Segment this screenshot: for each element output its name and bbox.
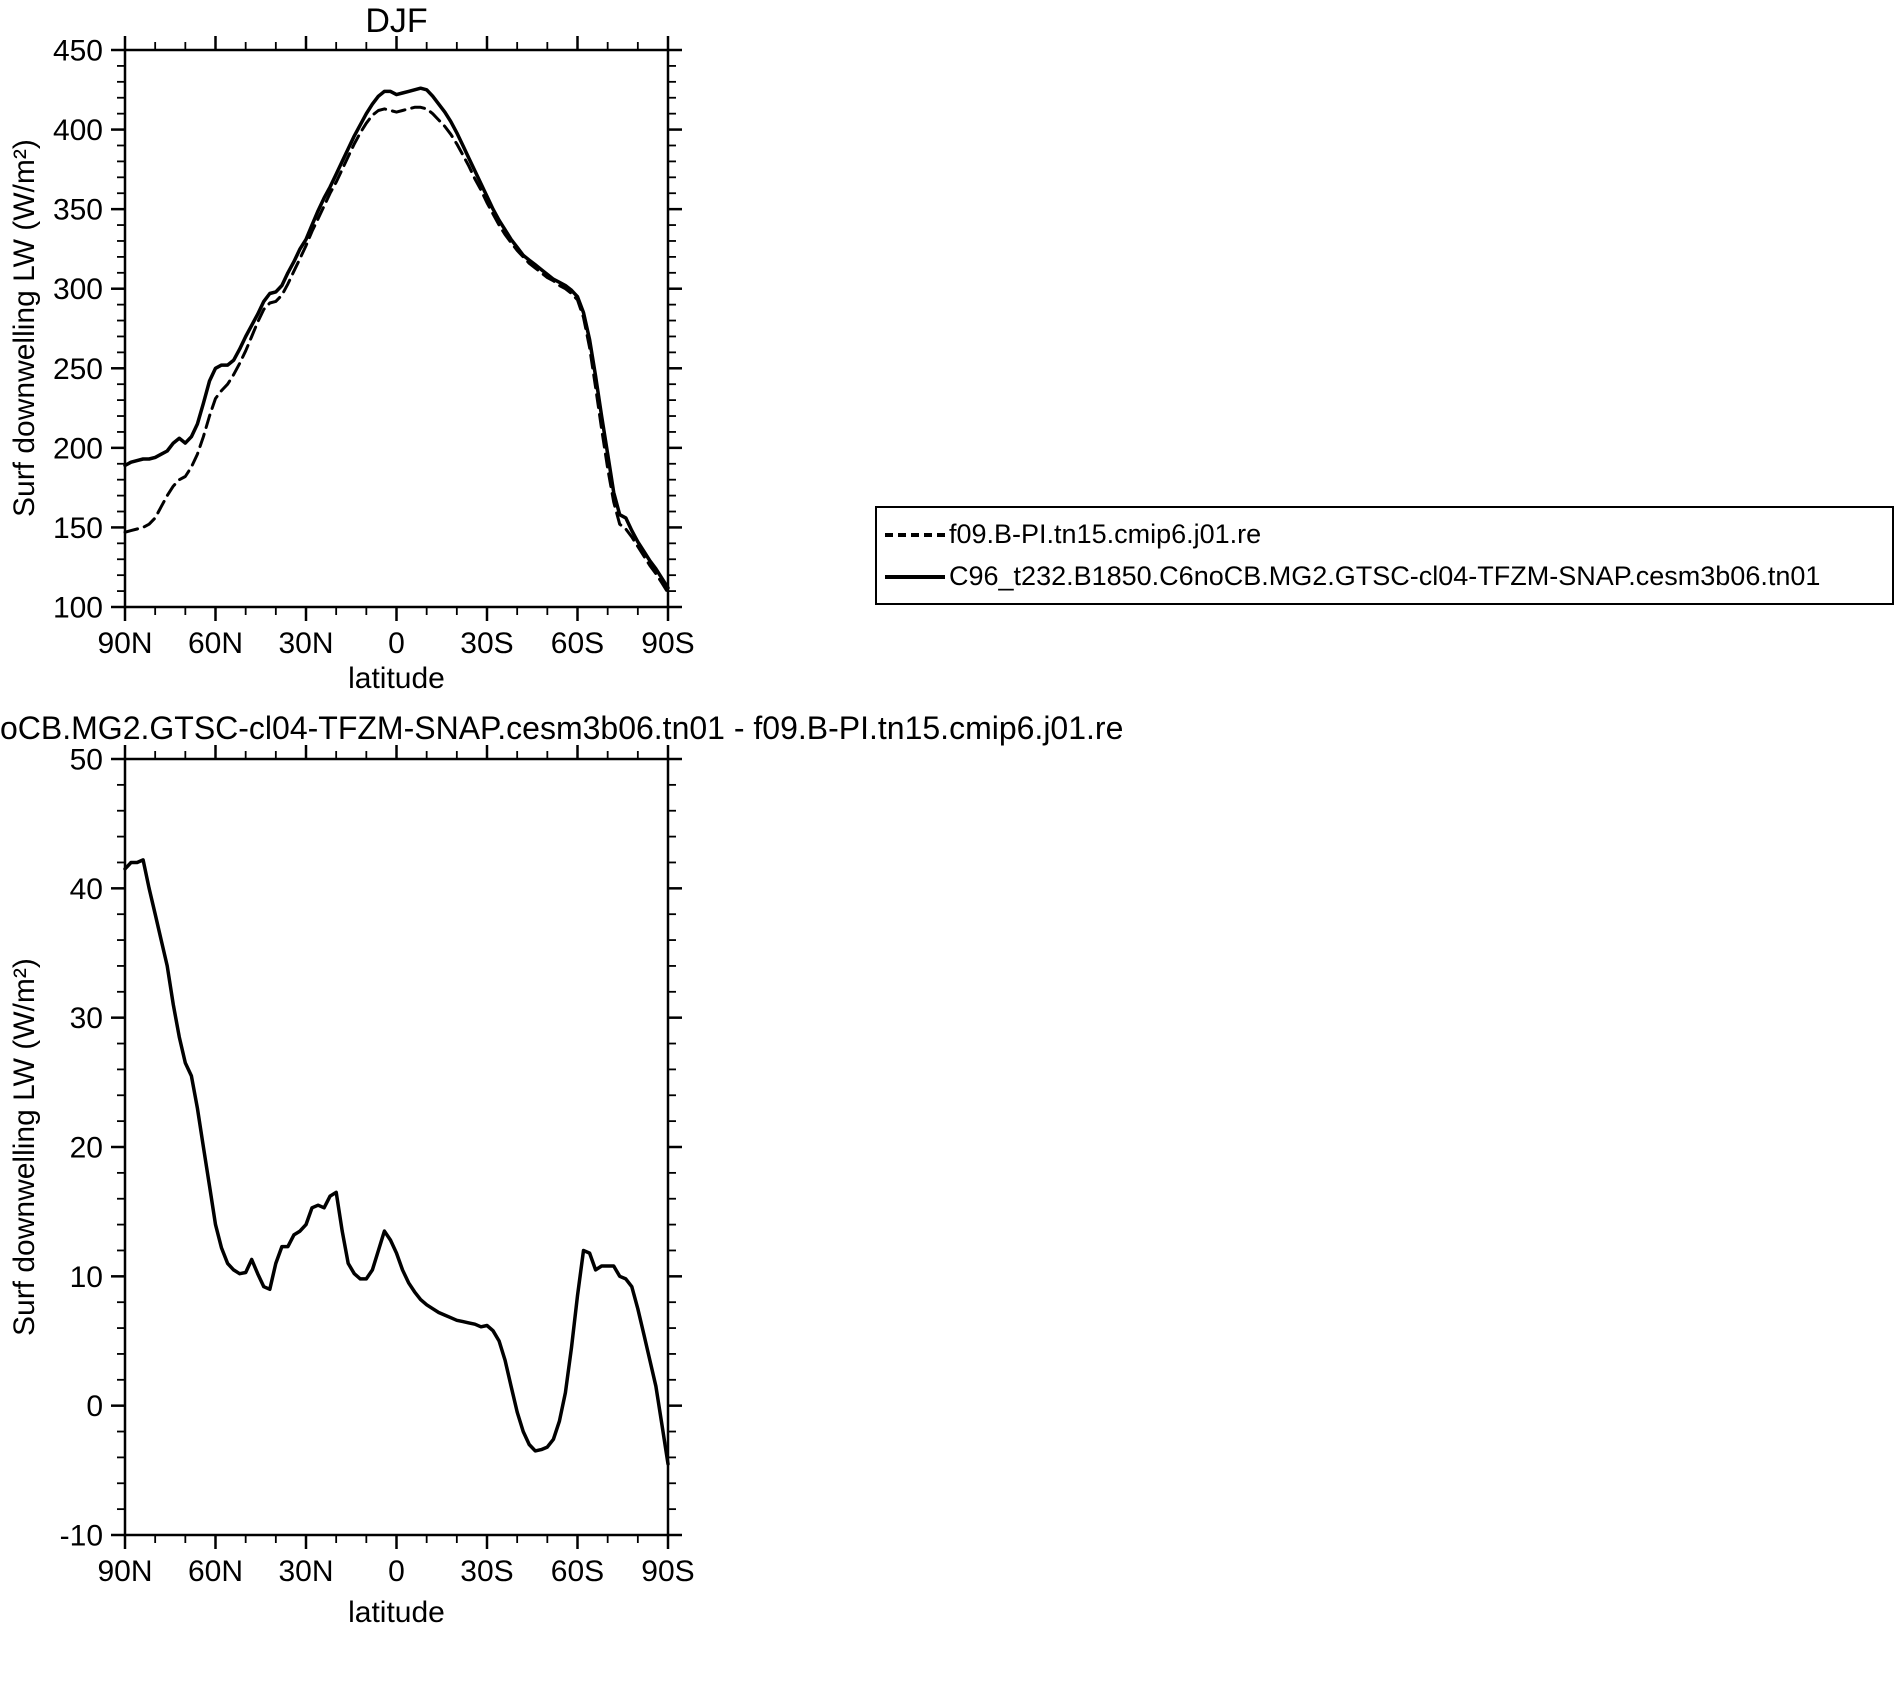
bottom-chart-title: oCB.MG2.GTSC-cl04-TFZM-SNAP.cesm3b06.tn0… <box>0 710 1124 746</box>
legend-entry-label: C96_t232.B1850.C6noCB.MG2.GTSC-cl04-TFZM… <box>949 561 1821 591</box>
x-tick-label: 90S <box>641 1555 694 1588</box>
y-tick-label: 20 <box>70 1132 103 1165</box>
y-tick-label: 350 <box>53 194 103 227</box>
dashed-line-sample-icon <box>885 532 945 537</box>
legend-entry: C96_t232.B1850.C6noCB.MG2.GTSC-cl04-TFZM… <box>885 561 1892 592</box>
y-tick-label: 400 <box>53 114 103 147</box>
top-chart-title: DJF <box>365 2 428 40</box>
top-chart-y-axis-label: Surf downwelling LW (W/m²) <box>8 139 41 518</box>
x-tick-label: 30S <box>460 1555 513 1588</box>
y-tick-label: 100 <box>53 592 103 625</box>
x-tick-label: 0 <box>388 1555 405 1588</box>
x-tick-label: 90N <box>97 1555 152 1588</box>
y-tick-label: 50 <box>70 744 103 777</box>
plot-frame <box>123 757 670 1537</box>
x-tick-label: 90N <box>97 627 152 660</box>
y-tick-label: 0 <box>86 1390 103 1423</box>
y-tick-label: 200 <box>53 432 103 465</box>
x-tick-label: 30N <box>278 627 333 660</box>
y-tick-label: 10 <box>70 1261 103 1294</box>
legend-entry: f09.B-PI.tn15.cmip6.j01.re <box>885 519 1892 550</box>
x-tick-label: 90S <box>641 627 694 660</box>
bottom-chart-x-axis-label: latitude <box>348 1596 445 1629</box>
x-tick-label: 0 <box>388 627 405 660</box>
y-tick-label: 300 <box>53 273 103 306</box>
series-line-solid <box>123 858 670 1466</box>
y-tick-label: 40 <box>70 873 103 906</box>
legend-entry-label: f09.B-PI.tn15.cmip6.j01.re <box>949 519 1262 549</box>
x-tick-label: 60N <box>188 1555 243 1588</box>
x-tick-label: 30S <box>460 627 513 660</box>
series-line-solid <box>123 86 670 590</box>
x-tick-label: 60S <box>551 1555 604 1588</box>
top-chart-x-axis-label: latitude <box>348 662 445 695</box>
bottom-chart-y-axis-label: Surf downwelling LW (W/m²) <box>8 958 41 1336</box>
x-tick-label: 60S <box>551 627 604 660</box>
x-tick-label: 30N <box>278 1555 333 1588</box>
y-tick-label: 250 <box>53 353 103 386</box>
solid-line-sample-icon <box>885 574 945 579</box>
x-tick-label: 60N <box>188 627 243 660</box>
series-line-dashed <box>123 105 670 595</box>
legend-box: f09.B-PI.tn15.cmip6.j01.re C96_t232.B185… <box>875 506 1894 605</box>
y-tick-label: 30 <box>70 1002 103 1035</box>
y-tick-label: 450 <box>53 35 103 68</box>
y-tick-label: 150 <box>53 512 103 545</box>
y-tick-label: -10 <box>60 1520 103 1553</box>
